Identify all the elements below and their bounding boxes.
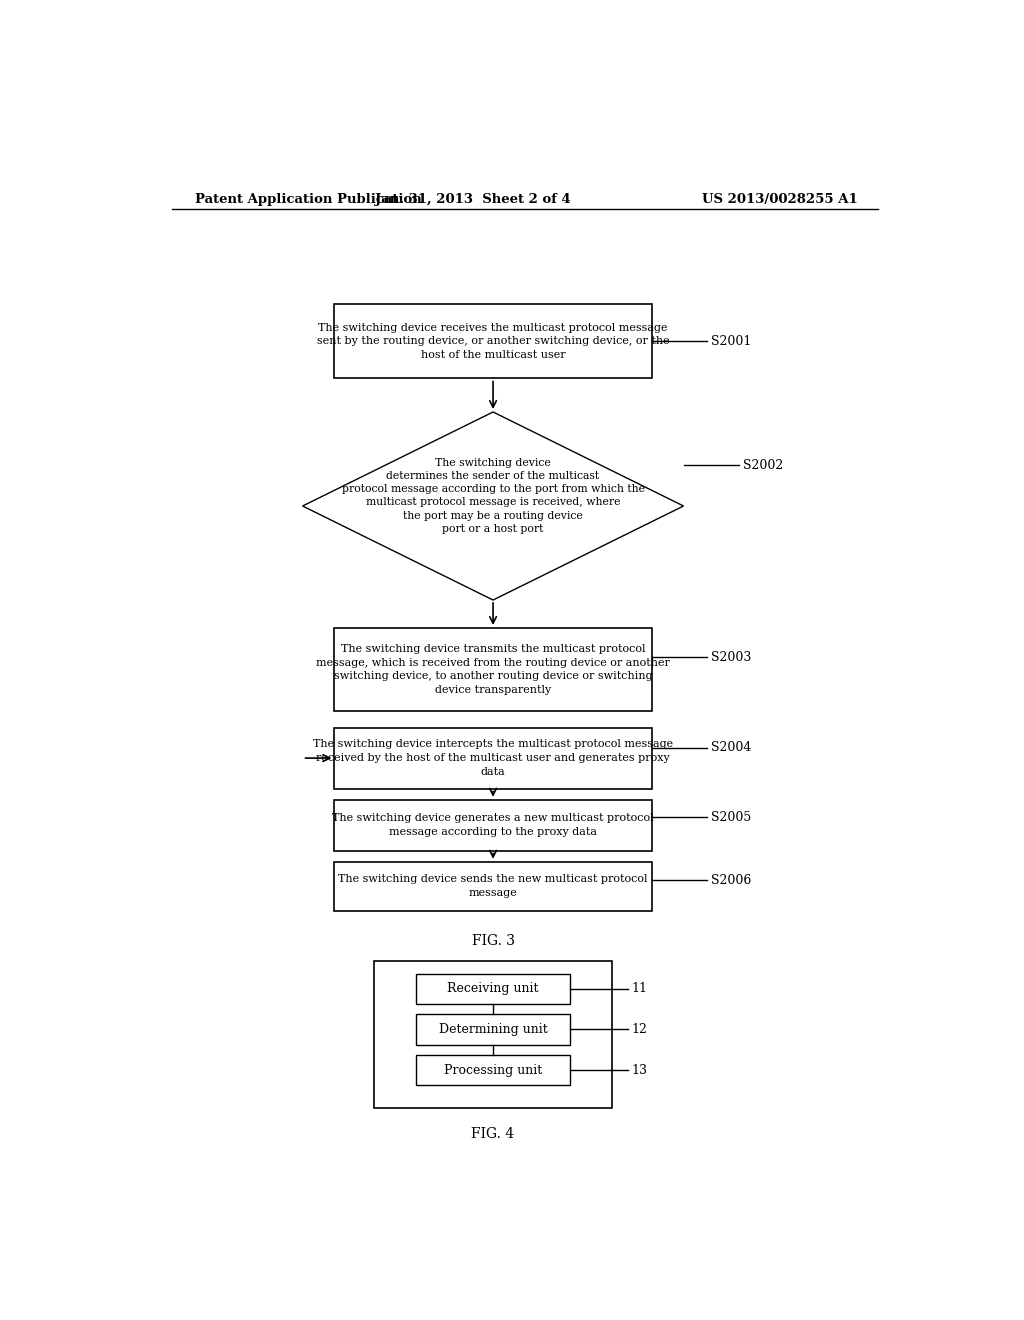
Text: S2004: S2004 (712, 742, 752, 755)
FancyBboxPatch shape (416, 1014, 570, 1044)
FancyBboxPatch shape (334, 304, 652, 379)
FancyBboxPatch shape (416, 974, 570, 1005)
Text: Patent Application Publication: Patent Application Publication (196, 193, 422, 206)
Text: S2003: S2003 (712, 651, 752, 664)
Text: Jan. 31, 2013  Sheet 2 of 4: Jan. 31, 2013 Sheet 2 of 4 (376, 193, 571, 206)
Text: S2006: S2006 (712, 874, 752, 887)
FancyBboxPatch shape (334, 727, 652, 788)
Text: 13: 13 (632, 1064, 648, 1077)
FancyBboxPatch shape (334, 800, 652, 850)
Text: Processing unit: Processing unit (444, 1064, 542, 1077)
Text: S2005: S2005 (712, 810, 752, 824)
Text: The switching device generates a new multicast protocol
message according to the: The switching device generates a new mul… (332, 813, 654, 837)
Text: 11: 11 (632, 982, 648, 995)
FancyBboxPatch shape (334, 628, 652, 711)
Text: The switching device receives the multicast protocol message
sent by the routing: The switching device receives the multic… (316, 323, 670, 360)
Text: Receiving unit: Receiving unit (447, 982, 539, 995)
Text: The switching device transmits the multicast protocol
message, which is received: The switching device transmits the multi… (316, 644, 670, 696)
Text: 12: 12 (632, 1023, 648, 1036)
FancyBboxPatch shape (334, 862, 652, 911)
Text: US 2013/0028255 A1: US 2013/0028255 A1 (702, 193, 858, 206)
Text: The switching device intercepts the multicast protocol message
received by the h: The switching device intercepts the mult… (313, 739, 673, 776)
Text: The switching device
determines the sender of the multicast
protocol message acc: The switching device determines the send… (342, 458, 644, 533)
Text: FIG. 3: FIG. 3 (472, 935, 514, 948)
Text: Determining unit: Determining unit (438, 1023, 548, 1036)
FancyBboxPatch shape (374, 961, 612, 1109)
Polygon shape (303, 412, 684, 601)
Text: S2002: S2002 (743, 459, 783, 471)
Text: FIG. 4: FIG. 4 (471, 1127, 515, 1140)
Text: The switching device sends the new multicast protocol
message: The switching device sends the new multi… (338, 874, 648, 898)
Text: S2001: S2001 (712, 335, 752, 348)
FancyBboxPatch shape (416, 1055, 570, 1085)
